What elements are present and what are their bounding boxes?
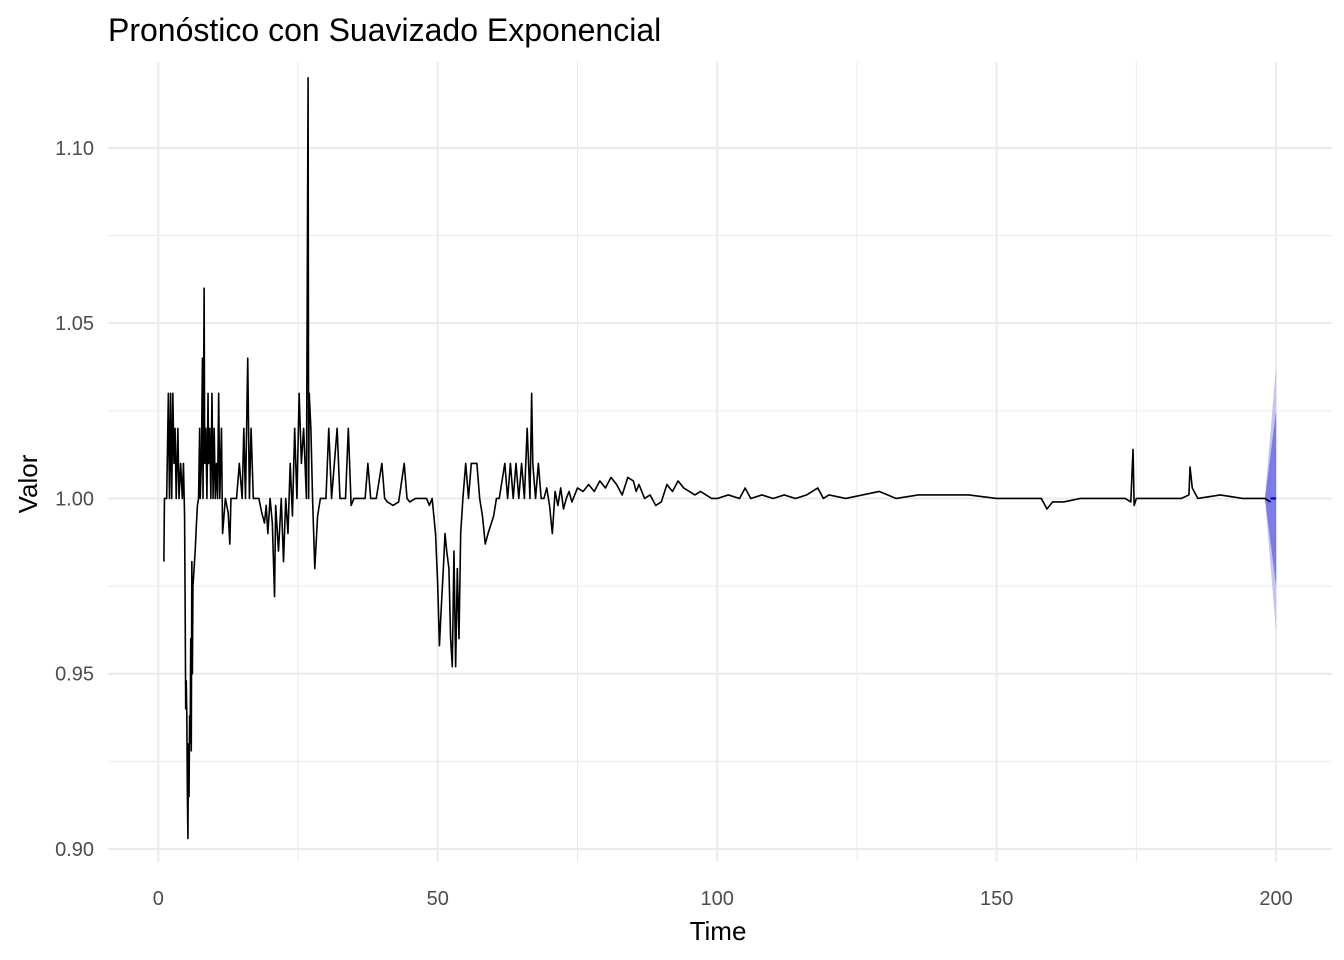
y-tick-label: 1.00	[55, 488, 94, 510]
x-tick-label: 200	[1259, 888, 1292, 910]
y-tick-label: 1.10	[55, 138, 94, 160]
x-tick-label: 0	[153, 888, 164, 910]
x-axis-tick-labels: 0 50 100 150 200	[153, 888, 1293, 910]
x-axis-title: Time	[690, 916, 747, 946]
y-tick-label: 0.95	[55, 664, 94, 686]
y-tick-label: 1.05	[55, 313, 94, 335]
y-tick-label: 0.90	[55, 839, 94, 861]
y-axis-title: Valor	[13, 454, 43, 513]
chart-title: Pronóstico con Suavizado Exponencial	[108, 12, 662, 48]
y-axis-tick-labels: 0.90 0.95 1.00 1.05 1.10	[55, 138, 94, 861]
x-tick-label: 50	[427, 888, 449, 910]
x-tick-label: 100	[701, 888, 734, 910]
series-line-observed	[163, 76, 1271, 840]
grid-lines	[108, 62, 1332, 862]
x-tick-label: 150	[980, 888, 1013, 910]
series-lines	[163, 76, 1277, 840]
